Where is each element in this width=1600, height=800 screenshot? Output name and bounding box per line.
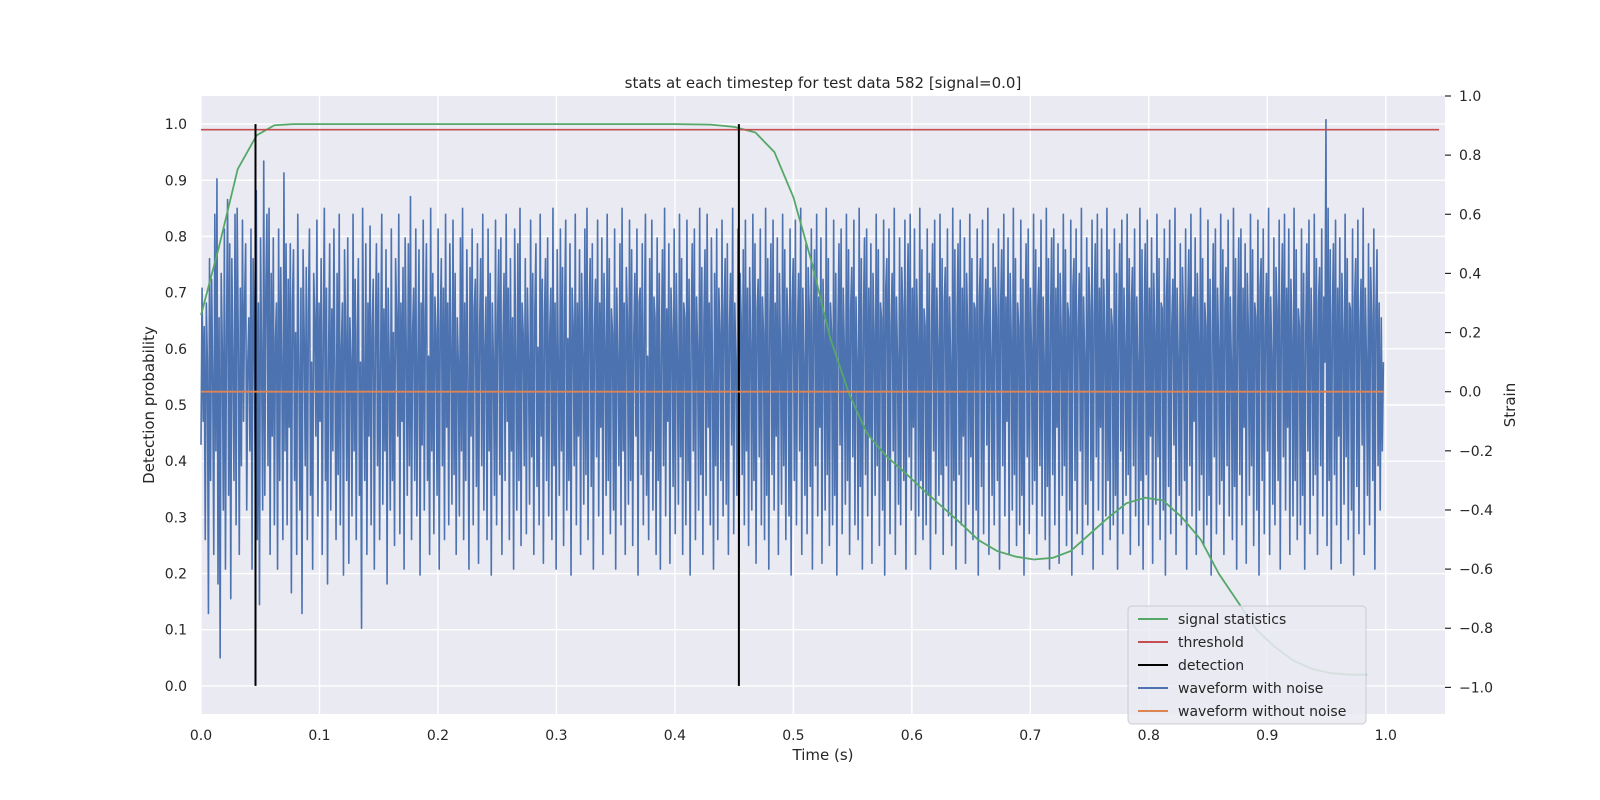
y-tick-label: 0.9	[165, 173, 187, 189]
y-tick-label: 0.1	[165, 623, 187, 639]
y2-tick-label: −0.2	[1459, 444, 1493, 460]
axes-labels: stats at each timestep for test data 582…	[140, 74, 1519, 764]
chart-title: stats at each timestep for test data 582…	[625, 74, 1022, 92]
y2-tick-label: 1.0	[1459, 89, 1481, 105]
y-tick-label: 0.7	[165, 286, 187, 302]
y2-tick-label: −0.8	[1459, 621, 1493, 637]
x-tick-label: 0.9	[1256, 728, 1278, 744]
plot-area	[200, 118, 1440, 686]
y-tick-label: 0.4	[165, 454, 187, 470]
y-tick-label: 0.3	[165, 510, 187, 526]
legend-label: threshold	[1178, 635, 1244, 651]
x-tick-label: 0.3	[545, 728, 567, 744]
y-tick-label: 0.6	[165, 342, 187, 358]
legend-label: signal statistics	[1178, 612, 1286, 628]
y2-tick-label: 0.6	[1459, 207, 1481, 223]
legend-box	[1127, 605, 1367, 725]
ticks: 0.0 0.1 0.2 0.3 0.4 0.5 0.6 0.7 0.8 0.9 1.0 0.0 0.1 0…	[165, 89, 1493, 744]
y-tick-label: 1.0	[165, 117, 187, 133]
y2-tick-label: −1.0	[1459, 680, 1493, 696]
x-tick-label: 0.1	[308, 728, 330, 744]
y2-tick-label: −0.4	[1459, 503, 1493, 519]
y2-axis-label: Strain	[1501, 383, 1519, 427]
x-tick-label: 0.5	[782, 728, 804, 744]
y-tick-label: 0.5	[165, 398, 187, 414]
series-waveform-with-noise	[200, 118, 1385, 659]
y-tick-label: 0.0	[165, 679, 187, 695]
series-signal-statistics	[200, 123, 1367, 676]
x-tick-label: 0.4	[664, 728, 686, 744]
y2-tick-label: −0.6	[1459, 562, 1493, 578]
y2-tick-label: 0.4	[1459, 266, 1481, 282]
x-axis-label: Time (s)	[792, 746, 854, 764]
y-tick-label: 0.8	[165, 229, 187, 245]
y-axis-label: Detection probability	[140, 326, 158, 484]
y2-tick-label: 0.0	[1459, 385, 1481, 401]
x-tick-label: 0.7	[1019, 728, 1041, 744]
legend: signal statistics threshold detection wavef…	[1127, 605, 1367, 725]
y2-tick-label: 0.2	[1459, 326, 1481, 342]
legend-label: waveform without noise	[1178, 704, 1346, 720]
y2-tick-label: 0.8	[1459, 148, 1481, 164]
legend-label: waveform with noise	[1178, 681, 1323, 697]
legend-label: detection	[1178, 658, 1244, 674]
x-tick-label: 0.6	[901, 728, 923, 744]
x-tick-label: 1.0	[1375, 728, 1397, 744]
x-tick-label: 0.8	[1138, 728, 1160, 744]
x-tick-label: 0.0	[190, 728, 212, 744]
x-tick-label: 0.2	[427, 728, 449, 744]
y-tick-label: 0.2	[165, 567, 187, 583]
